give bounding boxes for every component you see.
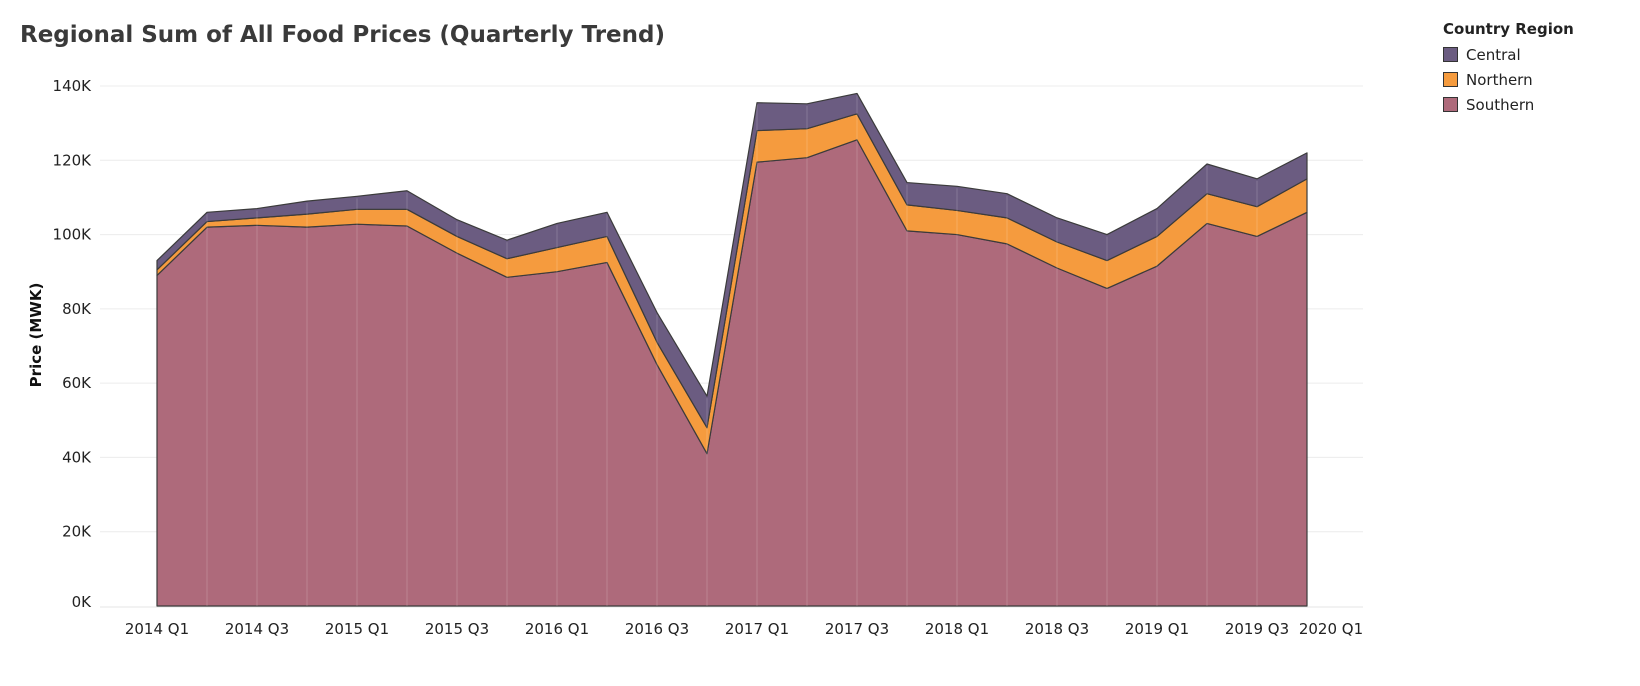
y-tick-label: 140K: [53, 77, 93, 95]
x-tick-label: 2016 Q3: [625, 620, 689, 638]
x-tick-label: 2016 Q1: [525, 620, 589, 638]
quarter-separators: [206, 95, 1258, 606]
x-tick-label: 2018 Q3: [1025, 620, 1089, 638]
x-tick-label: 2017 Q3: [825, 620, 889, 638]
y-tick-label: 80K: [62, 300, 92, 318]
legend-label: Northern: [1466, 70, 1533, 89]
legend: Country Region Central Northern Southern: [1443, 20, 1574, 117]
legend-swatch: [1443, 72, 1458, 87]
y-tick-label: 40K: [62, 448, 92, 466]
x-tick-label: 2019 Q1: [1125, 620, 1189, 638]
area-series-group: [156, 92, 1308, 607]
legend-label: Central: [1466, 45, 1521, 64]
legend-item-southern[interactable]: Southern: [1443, 92, 1574, 117]
y-tick-label: 100K: [53, 226, 93, 244]
area-central[interactable]: [156, 92, 1308, 429]
x-tick-label: 2015 Q3: [425, 620, 489, 638]
y-tick-label: 60K: [62, 374, 92, 392]
y-tick-label: 0K: [72, 593, 93, 611]
legend-item-central[interactable]: Central: [1443, 42, 1574, 67]
legend-swatch: [1443, 97, 1458, 112]
legend-title: Country Region: [1443, 20, 1574, 38]
x-tick-label: 2018 Q1: [925, 620, 989, 638]
x-tick-label: 2014 Q1: [125, 620, 189, 638]
x-tick-label: 2015 Q1: [325, 620, 389, 638]
x-tick-label: 2017 Q1: [725, 620, 789, 638]
chart-title: Regional Sum of All Food Prices (Quarter…: [20, 22, 665, 48]
legend-item-northern[interactable]: Northern: [1443, 67, 1574, 92]
legend-swatch: [1443, 47, 1458, 62]
y-tick-label: 120K: [53, 151, 93, 169]
y-axis: 0K 20K 40K 60K 80K 100K 120K 140K: [53, 77, 93, 611]
x-tick-label: 2020 Q1: [1299, 620, 1363, 638]
legend-items: Central Northern Southern: [1443, 42, 1574, 117]
x-axis: 2014 Q1 2014 Q3 2015 Q1 2015 Q3 2016 Q1 2016 …: [125, 620, 1363, 638]
y-tick-label: 20K: [62, 523, 92, 541]
x-tick-label: 2014 Q3: [225, 620, 289, 638]
x-tick-label: 2019 Q3: [1225, 620, 1289, 638]
y-axis-title: Price (MWK): [27, 283, 45, 388]
legend-label: Southern: [1466, 95, 1535, 114]
